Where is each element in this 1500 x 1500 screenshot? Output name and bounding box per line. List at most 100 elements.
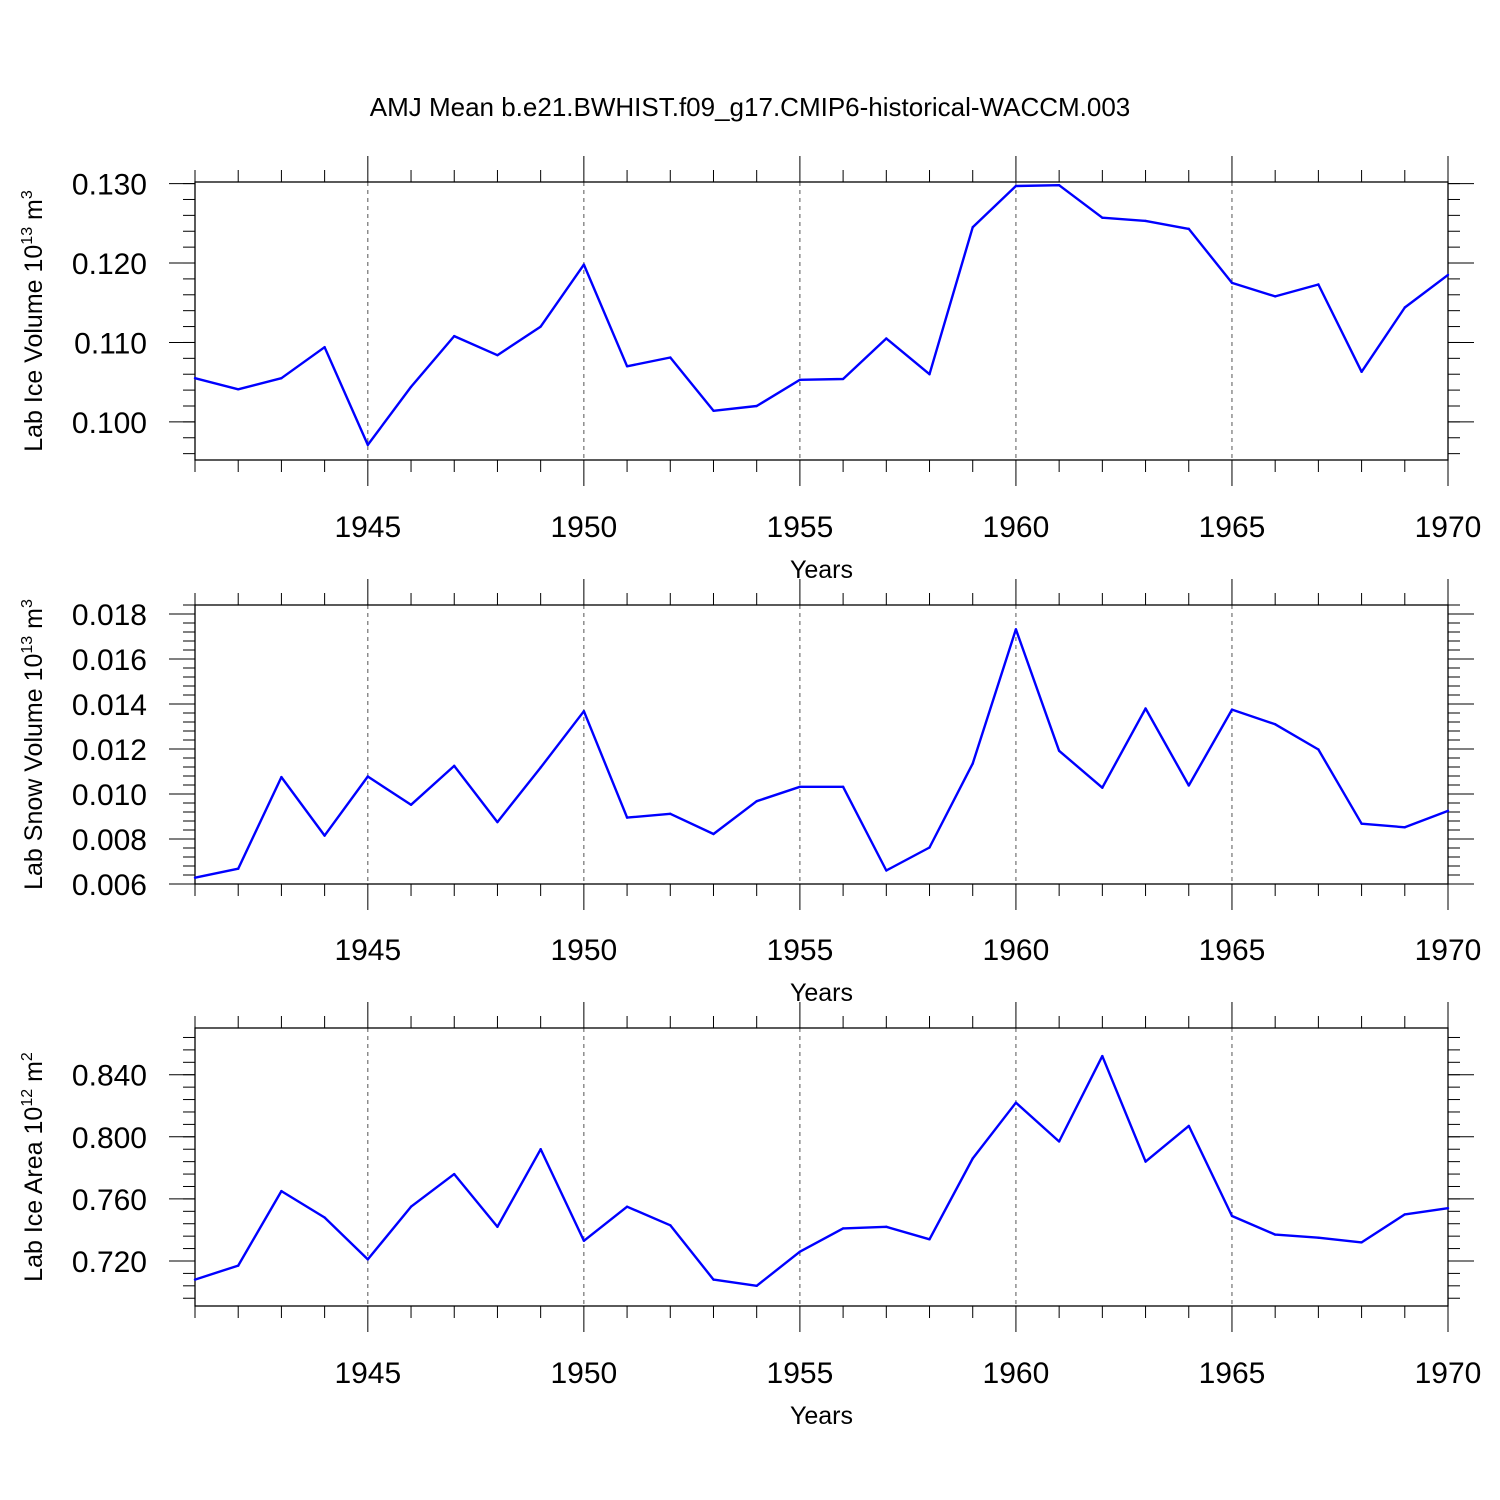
data-point	[409, 385, 413, 389]
plot-frame	[194, 604, 1449, 885]
data-point	[366, 1258, 370, 1261]
data-point	[669, 1224, 672, 1227]
y-tick-label: 0.008	[72, 824, 147, 857]
data-point	[1273, 295, 1277, 298]
data-point	[1403, 1213, 1406, 1216]
data-point	[323, 1216, 326, 1219]
data-point	[798, 785, 802, 788]
data-point	[539, 1148, 542, 1151]
x-tick-label: 1950	[550, 1357, 617, 1390]
data-point	[280, 376, 283, 380]
data-point	[1144, 1160, 1147, 1163]
data-point	[841, 377, 845, 381]
data-point	[1187, 227, 1190, 231]
data-point	[928, 373, 931, 376]
y-axis-title: Lab Ice Volume 1013 m3	[19, 190, 48, 452]
y-tick-label: 0.800	[72, 1122, 147, 1155]
panel-2: 1945 1950 1955 1960 1965 1970 0.006 0.008 0.010 0…	[19, 579, 1481, 1007]
data-point	[1101, 216, 1104, 219]
y-tick-label: 0.120	[72, 248, 147, 281]
data-point	[193, 876, 197, 879]
y-tick-label: 0.110	[74, 327, 147, 360]
data-point	[280, 775, 283, 779]
x-tick-label: 1965	[1199, 511, 1266, 544]
y-axis-title: Lab Snow Volume 1013 m3	[19, 599, 48, 890]
data-point	[366, 443, 370, 447]
data-point	[1446, 1207, 1450, 1210]
data-point	[1057, 183, 1061, 187]
y-tick-label: 0.720	[72, 1246, 147, 1279]
y-tick-label: 0.006	[72, 869, 147, 902]
data-point	[582, 263, 586, 266]
data-point	[1144, 707, 1147, 710]
data-point	[1230, 708, 1234, 711]
data-point	[1014, 184, 1018, 188]
y-tick-label: 0.010	[72, 779, 147, 812]
data-point	[885, 1225, 888, 1229]
x-tick-label: 1965	[1199, 934, 1266, 967]
data-point	[582, 710, 586, 713]
plot-frame	[194, 181, 1449, 461]
data-point	[453, 1172, 456, 1176]
data-point	[625, 365, 629, 368]
data-point	[237, 1264, 240, 1267]
y-tick-label: 0.840	[72, 1060, 147, 1093]
data-point	[755, 1284, 758, 1288]
series-line	[194, 628, 1449, 879]
data-point	[1317, 283, 1320, 286]
data-point	[971, 1157, 974, 1160]
x-tick-label: 1955	[767, 511, 834, 544]
data-point	[1057, 1140, 1061, 1143]
data-point	[1230, 281, 1234, 285]
x-tick-label: 1945	[334, 511, 401, 544]
data-point	[755, 800, 758, 803]
x-tick-label: 1960	[983, 934, 1050, 967]
x-tick-label: 1970	[1415, 511, 1482, 544]
data-point	[496, 820, 499, 824]
data-point	[1403, 826, 1406, 829]
data-point	[1230, 1214, 1234, 1218]
data-point	[841, 785, 845, 788]
data-point	[539, 325, 542, 328]
y-tick-label: 0.016	[72, 644, 147, 677]
data-point	[1014, 628, 1018, 631]
data-point	[1446, 809, 1450, 813]
figure-title: AMJ Mean b.e21.BWHIST.f09_g17.CMIP6-hist…	[369, 92, 1131, 122]
series-line	[194, 183, 1449, 447]
data-point	[1317, 1236, 1320, 1239]
data-point	[193, 1278, 197, 1281]
data-point	[798, 378, 802, 381]
data-point	[409, 1205, 413, 1208]
y-tick-label: 0.760	[72, 1184, 147, 1217]
data-point	[971, 226, 974, 229]
x-tick-label: 1970	[1415, 934, 1482, 967]
x-tick-label: 1950	[550, 511, 617, 544]
x-axis-title: Years	[790, 556, 853, 584]
data-point	[323, 834, 326, 837]
data-point	[1101, 1054, 1104, 1058]
panel-1: 1945 1950 1955 1960 1965 1970 0.100 0.110 0.120 0…	[19, 156, 1481, 584]
x-tick-label: 1955	[767, 1357, 834, 1390]
x-tick-label: 1945	[334, 1357, 401, 1390]
x-tick-label: 1970	[1415, 1357, 1482, 1390]
data-point	[453, 334, 456, 338]
data-point	[280, 1189, 283, 1193]
data-point	[1057, 749, 1061, 752]
x-tick-label: 1955	[767, 934, 834, 967]
data-point	[582, 1239, 586, 1243]
data-point	[755, 404, 758, 408]
data-point	[669, 356, 672, 359]
y-tick-label: 0.100	[72, 407, 147, 440]
data-point	[798, 1250, 802, 1253]
y-tick-label: 0.014	[72, 689, 147, 722]
x-tick-label: 1950	[550, 934, 617, 967]
data-point	[1317, 748, 1320, 751]
data-point	[323, 346, 326, 349]
data-point	[971, 762, 974, 765]
plot-frame	[194, 1027, 1449, 1307]
data-point	[885, 337, 888, 340]
data-point	[885, 869, 888, 872]
x-tick-label: 1960	[983, 511, 1050, 544]
data-point	[1014, 1101, 1018, 1104]
